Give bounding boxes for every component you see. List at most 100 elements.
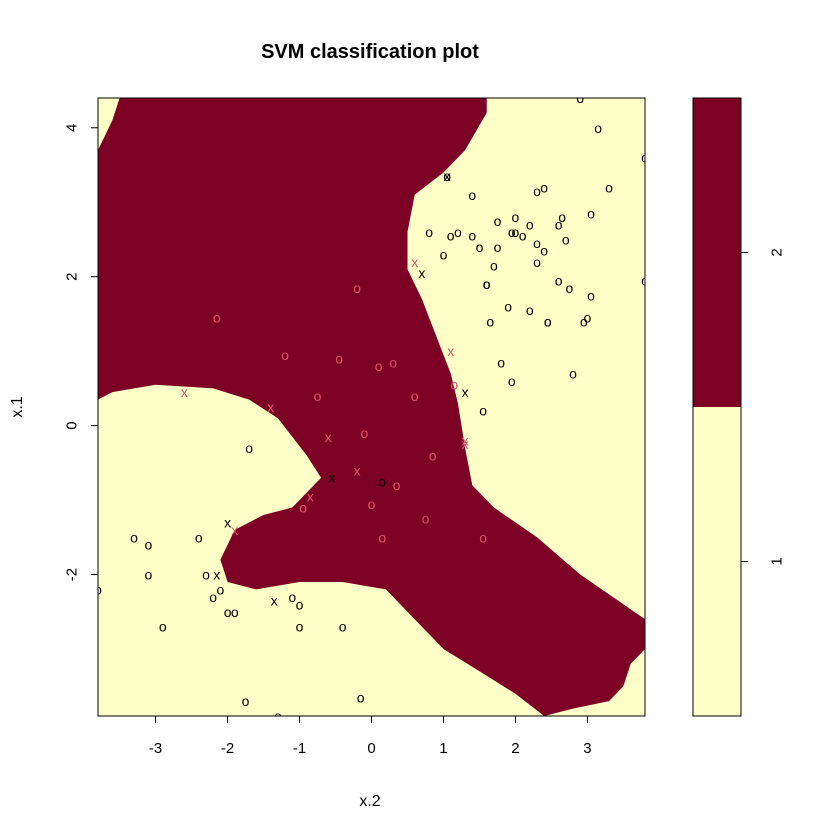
data-point-class-1-point: o: [454, 224, 462, 240]
data-point-class-2-point: o: [314, 388, 322, 404]
data-point-class-1-point: o: [195, 529, 203, 545]
data-point-class-2-support-vector: x: [447, 343, 454, 359]
y-tick-label: 0: [64, 421, 81, 429]
data-point-class-1-point: o: [497, 354, 505, 370]
data-point-class-1-point: o: [533, 183, 541, 199]
data-point-class-2-support-vector: x: [325, 429, 332, 445]
data-point-class-2-support-vector: x: [267, 399, 274, 415]
y-tick-label: 2: [64, 273, 81, 281]
data-point-class-2-point: o: [299, 500, 307, 516]
x-tick-label: -2: [221, 740, 234, 757]
data-point-class-1-point: o: [555, 217, 563, 233]
data-point-class-1-support-vector: x: [328, 470, 335, 486]
x-tick-label: 2: [511, 740, 519, 757]
data-point-class-1-point: o: [422, 511, 430, 527]
data-point-class-1-point: o: [357, 689, 365, 705]
data-point-class-1-point: o: [217, 581, 225, 597]
legend-tick-label: 2: [769, 248, 786, 256]
data-point-class-1-point: o: [569, 366, 577, 382]
data-point-class-2-point: o: [411, 388, 419, 404]
data-point-class-1-point: o: [479, 403, 487, 419]
data-point-class-1-point: o: [584, 310, 592, 326]
data-point-class-1-point: o: [130, 529, 138, 545]
data-point-class-2-point: o: [375, 358, 383, 374]
data-point-class-1-point: o: [540, 243, 548, 259]
data-point-class-1-point: o: [389, 354, 397, 370]
data-point-class-1-point: o: [533, 235, 541, 251]
data-point-class-1-point: o: [296, 619, 304, 635]
data-point-class-1-point: o: [447, 228, 455, 244]
data-point-class-1-point: o: [94, 581, 102, 597]
x-axis: -3 -2 -1 0 1 2 3: [149, 716, 592, 757]
x-tick-label: 1: [439, 740, 447, 757]
data-point-class-1-point: o: [508, 224, 516, 240]
data-point-class-1-support-vector: x: [444, 168, 451, 184]
chart-title: SVM classification plot: [261, 41, 479, 63]
y-axis: -2 0 2 4: [64, 124, 98, 581]
data-point-class-1-point: o: [533, 254, 541, 270]
data-point-class-1-point: o: [288, 589, 296, 605]
data-point-class-1-point: o: [544, 313, 552, 329]
data-point-class-1-point: o: [504, 299, 512, 315]
data-point-class-2-point: o: [479, 529, 487, 545]
data-point-class-2-support-vector: x: [307, 488, 314, 504]
data-point-class-1-point: o: [209, 589, 217, 605]
legend-swatch-2: [693, 98, 741, 407]
data-point-class-2-point: o: [393, 477, 401, 493]
data-point-class-1-point: o: [587, 287, 595, 303]
data-point-class-2-support-vector: x: [462, 436, 469, 452]
data-point-class-1-point: o: [544, 313, 552, 329]
data-point-class-1-support-vector: x: [213, 567, 220, 583]
legend-swatch-1: [693, 407, 741, 716]
data-point-class-1-point: o: [587, 205, 595, 221]
class-2-region: [98, 98, 645, 716]
data-point-class-1-point: o: [540, 179, 548, 195]
data-point-class-1-point: o: [494, 213, 502, 229]
data-point-class-2-point: o: [360, 425, 368, 441]
data-point-class-1-point: o: [508, 373, 516, 389]
data-point-class-1-point: o: [274, 708, 282, 724]
data-point-class-2-point: o: [389, 354, 397, 370]
data-point-class-2-point: o: [378, 529, 386, 545]
data-point-class-1-point: o: [145, 537, 153, 553]
data-point-class-1-point: o: [605, 179, 613, 195]
data-point-class-1-support-vector: x: [271, 593, 278, 609]
data-point-class-1-point: o: [296, 596, 304, 612]
data-point-class-1-support-vector: x: [418, 265, 425, 281]
data-point-class-2-support-vector: x: [354, 462, 361, 478]
data-point-class-1-point: o: [378, 474, 386, 490]
data-point-class-2-support-vector: x: [231, 522, 238, 538]
x-tick-label: -1: [293, 740, 306, 757]
data-point-class-1-point: o: [519, 228, 527, 244]
legend-ticks: 12: [741, 248, 786, 566]
data-point-class-1-point: o: [580, 313, 588, 329]
data-point-class-1-point: o: [440, 246, 448, 262]
data-point-class-2-support-vector: x: [181, 384, 188, 400]
data-point-class-1-point: o: [483, 276, 491, 292]
data-point-class-2-point: o: [450, 377, 458, 393]
data-point-class-2-point: o: [368, 496, 376, 512]
data-point-class-1-support-vector: x: [224, 514, 231, 530]
legend-tick-label: 1: [769, 557, 786, 565]
data-point-class-2-point: o: [422, 511, 430, 527]
data-point-class-2-point: o: [335, 351, 343, 367]
data-point-class-2-point: o: [213, 310, 221, 326]
data-point-class-2-support-vector: x: [411, 254, 418, 270]
x-tick-label: 3: [583, 740, 591, 757]
data-point-class-1-point: o: [576, 90, 584, 106]
data-point-class-1-point: o: [641, 150, 649, 166]
data-point-class-1-point: o: [242, 693, 250, 709]
data-point-class-1-point: o: [486, 313, 494, 329]
data-point-class-2-point: o: [429, 447, 437, 463]
y-tick-label: 4: [64, 124, 81, 132]
data-point-class-1-point: o: [512, 224, 520, 240]
data-point-class-1-point: o: [145, 567, 153, 583]
data-point-class-1-point: o: [339, 619, 347, 635]
data-point-class-1-point: o: [512, 209, 520, 225]
data-point-class-1-point: o: [562, 232, 570, 248]
data-point-class-1-point: o: [555, 272, 563, 288]
x-tick-label: -3: [149, 740, 162, 757]
